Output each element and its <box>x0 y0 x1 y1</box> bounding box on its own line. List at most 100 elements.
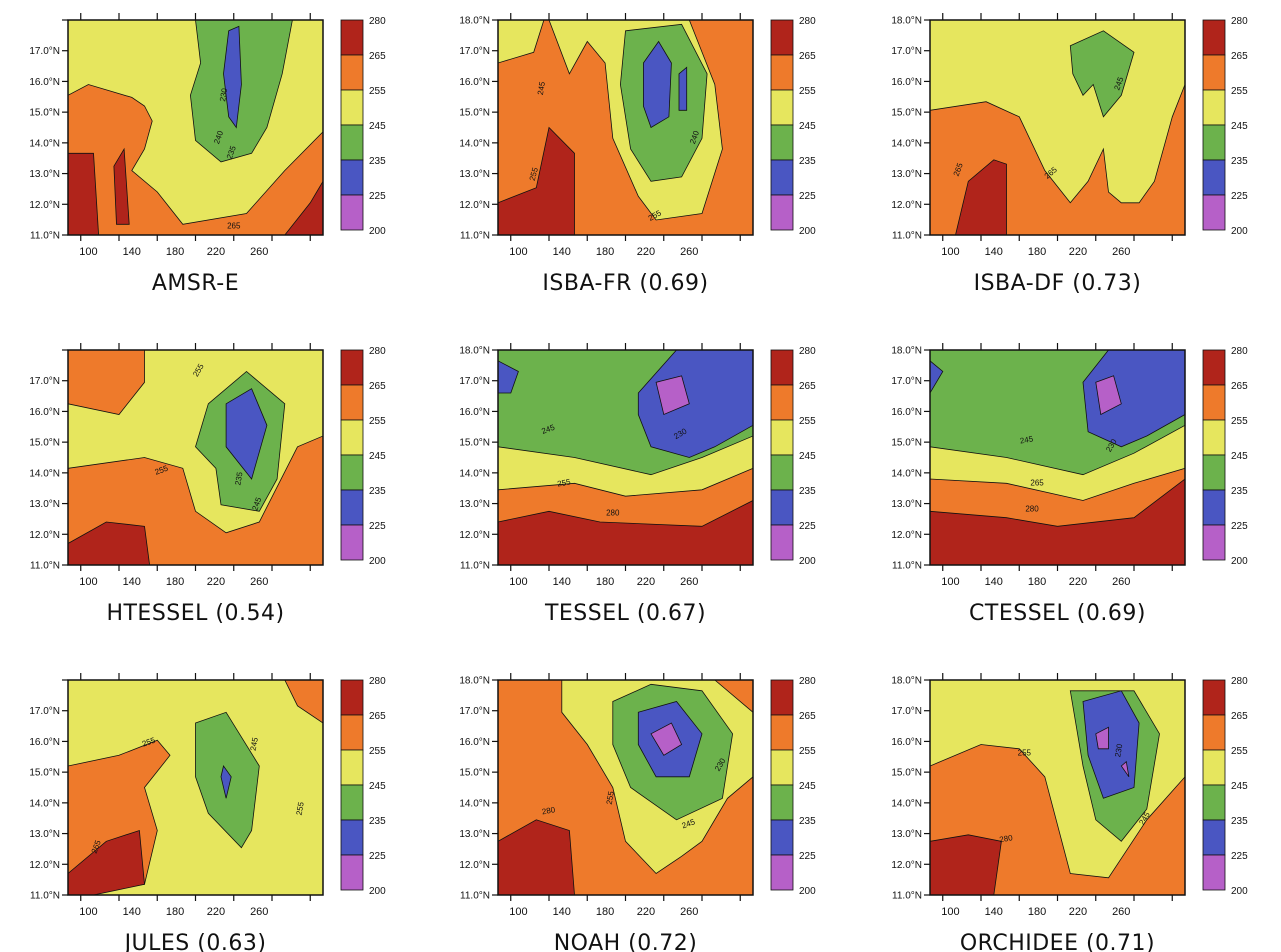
panel-title: AMSR-E <box>152 271 239 296</box>
colorbar-label: 280 <box>799 676 816 687</box>
colorbar-label: 265 <box>1231 381 1248 392</box>
y-tick-label: 16.0°N <box>29 407 60 418</box>
x-tick-label: 140 <box>123 576 141 588</box>
x-tick-label: 140 <box>553 576 571 588</box>
x-tick-label: 180 <box>596 906 614 918</box>
x-tick-label: 140 <box>123 246 141 258</box>
y-tick-label: 14.0°N <box>459 138 490 149</box>
x-tick-label: 180 <box>166 246 184 258</box>
contour-region <box>189 20 293 163</box>
y-tick-label: 14.0°N <box>29 798 60 809</box>
y-tick-label: 11.0°N <box>892 891 922 902</box>
colorbar-label: 255 <box>1231 746 1248 757</box>
colorbar-swatch <box>770 524 794 561</box>
colorbar-swatch <box>770 124 794 161</box>
panel: 245 240 255 255 18.0°N 17.0°N 16.0°N 15.0°N 14.0… <box>459 13 816 296</box>
y-tick-label: 14.0°N <box>891 138 922 149</box>
y-tick-label: 16.0°N <box>459 737 490 748</box>
y-tick-label: 17.0°N <box>459 706 490 717</box>
contour-label: 245 <box>540 423 556 436</box>
x-tick-label: 100 <box>941 246 959 258</box>
x-tick-label: 220 <box>207 576 225 588</box>
y-tick-label: 17.0°N <box>29 376 60 387</box>
contour-region <box>1082 350 1185 448</box>
contour-region <box>1120 760 1130 778</box>
contour-region <box>650 722 683 756</box>
panel: 23024023526517.0°N16.0°N15.0°N14.0°N13.0… <box>29 13 386 296</box>
y-tick-label: 17.0°N <box>459 46 490 57</box>
contour-label: 265 <box>1030 478 1044 487</box>
colorbar-label: 245 <box>1231 121 1248 132</box>
colorbar-swatch <box>770 89 794 126</box>
contour-region <box>284 680 323 724</box>
panel-title: ISBA-FR (0.69) <box>542 271 708 296</box>
contour-label: 235 <box>233 471 244 486</box>
colorbar-swatch <box>770 349 794 386</box>
colorbar-label: 245 <box>369 781 386 792</box>
colorbar-label: 225 <box>369 191 386 202</box>
y-tick-label: 11.0°N <box>892 561 922 572</box>
colorbar-label: 225 <box>1231 191 1248 202</box>
y-tick-label: 16.0°N <box>459 77 490 88</box>
colorbar-label: 255 <box>799 746 816 757</box>
colorbar-label: 235 <box>1231 156 1248 167</box>
colorbar-swatch <box>340 854 364 891</box>
y-tick-label: 15.0°N <box>29 768 60 779</box>
colorbar-swatch <box>1202 194 1226 231</box>
colorbar-label: 200 <box>369 886 386 897</box>
y-tick-label: 13.0°N <box>891 499 922 510</box>
colorbar-label: 280 <box>799 16 816 27</box>
contour-label: 265 <box>952 161 965 177</box>
contour-label: 245 <box>1112 75 1125 91</box>
colorbar-label: 235 <box>799 816 816 827</box>
contour-map <box>68 350 323 565</box>
y-tick-label: 18.0°N <box>891 346 922 357</box>
y-tick-label: 12.0°N <box>459 200 490 211</box>
panel-title: TESSEL (0.67) <box>544 601 706 626</box>
contour-region <box>225 388 268 480</box>
y-tick-label: 13.0°N <box>29 169 60 180</box>
colorbar-swatch <box>1202 19 1226 56</box>
contour-region <box>637 350 753 458</box>
panel: 265 265 245 18.0°N 17.0°N 16.0°N 15.0°N 14.0°N 1… <box>891 13 1248 296</box>
y-tick-label: 14.0°N <box>459 468 490 479</box>
contour-label: 245 <box>249 736 260 751</box>
colorbar-label: 280 <box>369 676 386 687</box>
contour-region <box>1095 726 1109 750</box>
panel-title: NOAH (0.72) <box>554 931 698 952</box>
colorbar-label: 265 <box>369 381 386 392</box>
colorbar-swatch <box>770 749 794 786</box>
colorbar-label: 200 <box>799 886 816 897</box>
x-tick-label: 220 <box>1069 246 1087 258</box>
colorbar-label: 255 <box>799 416 816 427</box>
contour-label: 255 <box>154 464 170 477</box>
contour-label: 265 <box>227 222 241 231</box>
colorbar-label: 225 <box>1231 521 1248 532</box>
contour-map <box>930 680 1185 895</box>
y-tick-label: 11.0°N <box>30 231 60 242</box>
y-tick-label: 16.0°N <box>29 737 60 748</box>
colorbar-label: 265 <box>799 51 816 62</box>
contour-region <box>498 360 519 394</box>
x-tick-label: 260 <box>250 576 268 588</box>
y-tick-label: 15.0°N <box>459 438 490 449</box>
x-tick-label: 180 <box>596 246 614 258</box>
contour-region <box>498 500 753 565</box>
colorbar-swatch <box>770 419 794 456</box>
y-tick-label: 11.0°N <box>460 891 490 902</box>
colorbar-swatch <box>770 54 794 91</box>
y-tick-label: 14.0°N <box>459 798 490 809</box>
y-tick-label: 17.0°N <box>459 376 490 387</box>
x-tick-label: 260 <box>250 906 268 918</box>
colorbar-label: 255 <box>1231 416 1248 427</box>
y-tick-label: 16.0°N <box>891 77 922 88</box>
y-tick-label: 13.0°N <box>891 829 922 840</box>
colorbar-swatch <box>770 159 794 196</box>
y-tick-label: 12.0°N <box>29 860 60 871</box>
contour-map <box>68 20 323 235</box>
x-tick-label: 100 <box>79 576 97 588</box>
y-tick-label: 12.0°N <box>29 200 60 211</box>
contour-map <box>68 680 323 895</box>
contour-region <box>223 25 242 129</box>
colorbar-swatch <box>1202 819 1226 856</box>
